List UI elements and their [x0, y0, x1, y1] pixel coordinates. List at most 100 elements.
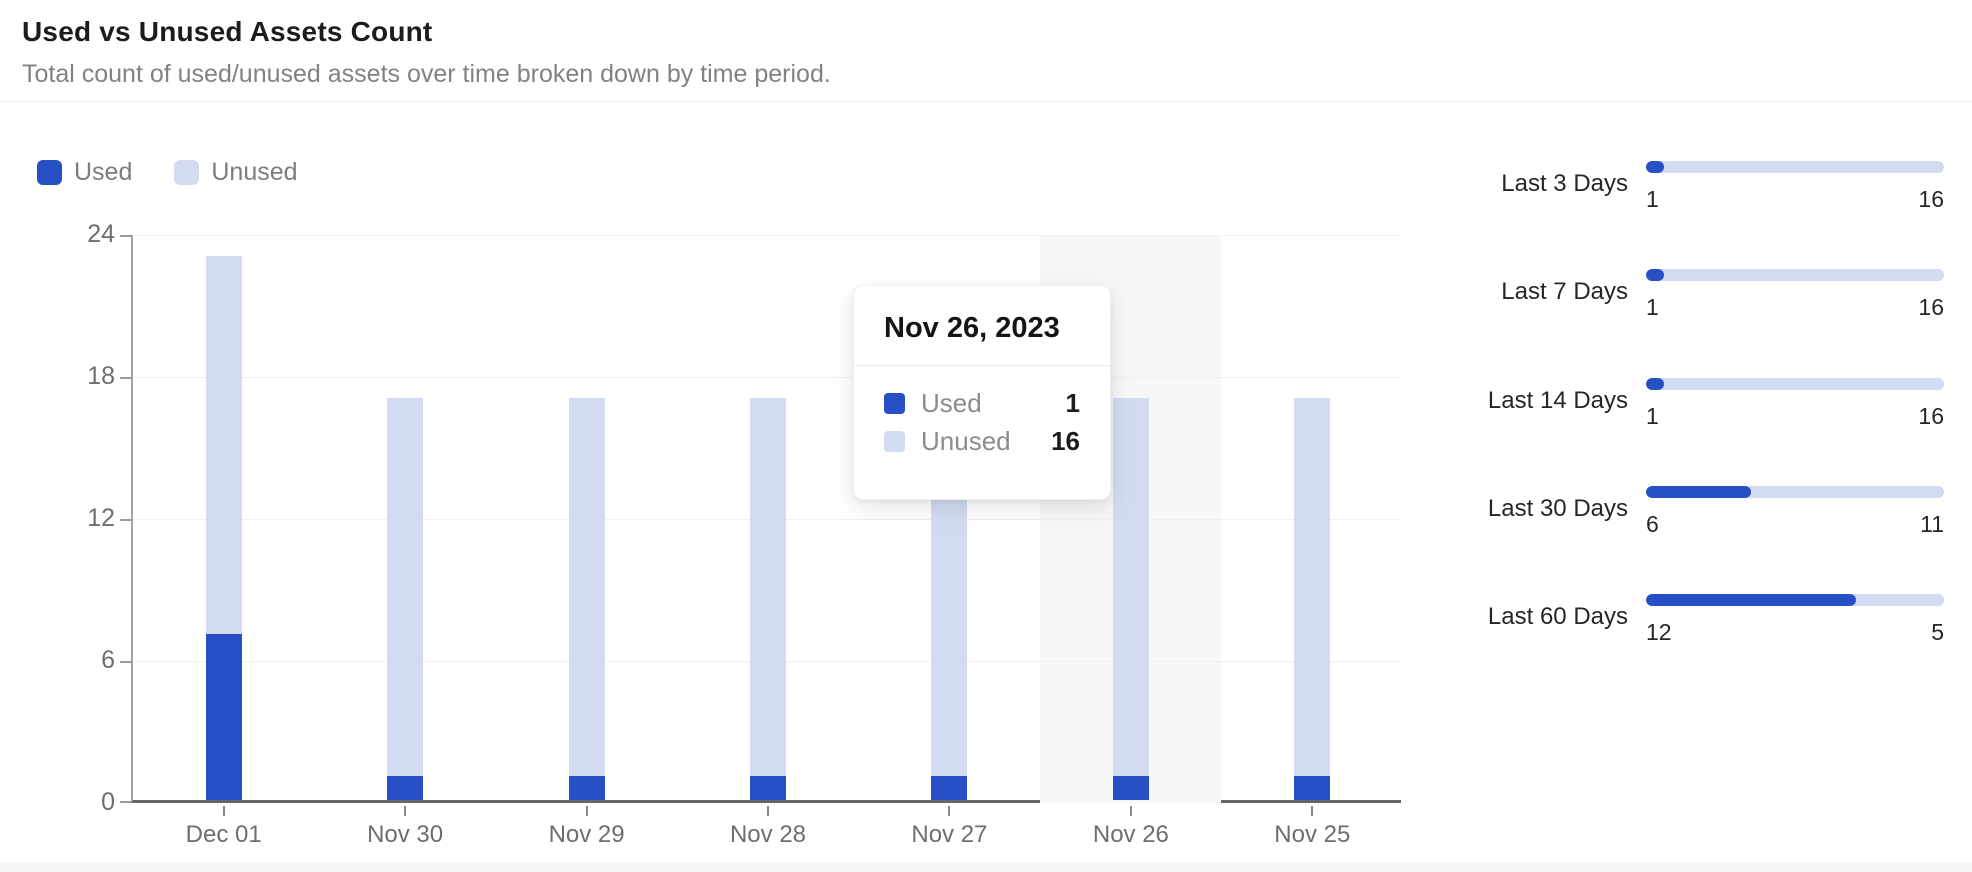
used-bar-segment: [1294, 776, 1331, 800]
used-count: 1: [1646, 402, 1659, 429]
progress-values: 6 11: [1646, 511, 1944, 538]
progress-bar: [1646, 485, 1944, 498]
progress-values: 1 16: [1646, 294, 1944, 321]
bar-group-nov-28[interactable]: [750, 397, 786, 800]
used-bar-segment: [568, 776, 605, 800]
progress-col: 1 16: [1646, 161, 1944, 213]
progress-col: 12 5: [1646, 594, 1944, 646]
x-axis-label: Nov 30: [367, 821, 444, 848]
page-title: Used vs Unused Assets Count: [22, 16, 433, 47]
tooltip-label: Unused: [921, 426, 1011, 456]
bar-group-dec-01[interactable]: [205, 255, 242, 800]
progress-bar: [1646, 377, 1944, 390]
tooltip-row: Used 1: [884, 388, 1080, 419]
used-bar-segment: [931, 776, 968, 800]
time-period-label: Last 30 Days: [1487, 494, 1628, 522]
unused-count: 16: [1918, 402, 1944, 429]
header-divider: [0, 101, 1972, 102]
time-period-row-last-60-days: Last 60 Days 12 5: [1410, 594, 1956, 674]
tooltip-label: Used: [921, 388, 982, 418]
page-subtitle: Total count of used/unused assets over t…: [22, 60, 831, 88]
x-axis-label: Nov 26: [1092, 821, 1169, 848]
legend-swatch-icon: [37, 160, 62, 185]
bar-group-nov-25[interactable]: [1294, 397, 1331, 800]
unused-count: 16: [1918, 186, 1944, 212]
x-axis-tick: [585, 806, 588, 816]
y-axis-tick: [120, 235, 131, 237]
progress-fill: [1646, 594, 1857, 606]
time-period-label: Last 7 Days: [1501, 278, 1628, 306]
unused-count: 5: [1931, 619, 1944, 645]
progress-col: 1 16: [1646, 377, 1944, 430]
y-axis-tick-label: 24: [87, 220, 115, 248]
x-axis-label: Nov 27: [911, 821, 988, 848]
tooltip-body: Used 1 Unused 16: [854, 366, 1110, 457]
x-axis-tick: [404, 806, 407, 816]
time-period-row-last-3-days: Last 3 Days 1 16: [1410, 161, 1956, 241]
time-period-panel: Last 3 Days 1 16 Last 7 Days 1 16 Last 14 Days…: [1410, 0, 1956, 720]
progress-fill: [1646, 485, 1752, 498]
legend-swatch-icon: [174, 160, 200, 185]
progress-col: 6 11: [1646, 485, 1944, 538]
progress-fill: [1646, 269, 1664, 282]
x-axis-tick: [222, 806, 225, 816]
legend-label: Used: [74, 158, 133, 186]
gridline: [133, 376, 1401, 378]
unused-bar-segment: [1294, 397, 1331, 777]
tooltip-divider: [854, 365, 1110, 366]
legend-label: Unused: [211, 158, 298, 186]
legend-item-unused[interactable]: Unused: [174, 158, 298, 187]
unused-bar-segment: [750, 397, 786, 777]
gridline: [133, 234, 1401, 236]
y-axis-tick: [120, 377, 131, 379]
tooltip: Nov 26, 2023 Used 1 Unused 16: [853, 285, 1111, 500]
x-axis-tick: [767, 806, 769, 816]
progress-fill: [1646, 377, 1664, 390]
progress-fill: [1646, 161, 1664, 173]
progress-bar: [1646, 269, 1944, 282]
tooltip-swatch-icon: [884, 431, 905, 452]
x-axis-tick: [1129, 806, 1132, 816]
x-axis-label: Nov 25: [1274, 821, 1351, 848]
x-axis-label: Dec 01: [185, 821, 262, 848]
y-axis-tick-label: 0: [101, 788, 115, 816]
used-count: 12: [1646, 619, 1672, 645]
used-count: 6: [1646, 510, 1659, 537]
used-count: 1: [1646, 186, 1659, 212]
x-axis-tick: [948, 806, 951, 816]
tooltip-value: 16: [1051, 426, 1080, 456]
time-period-row-last-30-days: Last 30 Days 6 11: [1410, 485, 1956, 566]
tooltip-row: Unused 16: [884, 426, 1080, 457]
y-axis-tick: [120, 519, 131, 521]
unused-bar-segment: [568, 397, 605, 777]
legend-item-used[interactable]: Used: [37, 158, 132, 187]
unused-bar-segment: [1112, 397, 1149, 777]
used-bar-segment: [205, 634, 242, 800]
tooltip-swatch-icon: [884, 393, 905, 414]
tooltip-date: Nov 26, 2023: [884, 312, 1060, 344]
progress-bar: [1646, 161, 1944, 173]
y-axis-tick-label: 18: [87, 362, 115, 390]
bottom-divider: [0, 863, 1972, 872]
unused-bar-segment: [387, 397, 424, 777]
progress-col: 1 16: [1646, 269, 1944, 321]
y-axis-tick-label: 6: [101, 646, 115, 674]
unused-bar-segment: [205, 255, 242, 635]
used-bar-segment: [750, 776, 786, 800]
x-axis-label: Nov 29: [548, 821, 625, 848]
unused-count: 16: [1918, 294, 1944, 321]
bar-group-nov-29[interactable]: [568, 397, 605, 800]
y-axis-tick: [120, 661, 131, 663]
used-bar-segment: [1112, 776, 1149, 800]
y-axis-tick-label: 12: [87, 504, 115, 532]
bar-chart: 0 6 12 18 24 Dec 01 Nov 30 Nov 29 Nov 28 Nov 27 No…: [87, 222, 1401, 848]
used-bar-segment: [387, 776, 424, 800]
unused-count: 11: [1920, 510, 1944, 537]
time-period-row-last-7-days: Last 7 Days 1 16: [1410, 269, 1956, 349]
time-period-label: Last 3 Days: [1501, 170, 1628, 197]
bar-group-nov-30[interactable]: [387, 397, 424, 800]
bar-group-nov-26[interactable]: [1112, 397, 1149, 800]
time-period-row-last-14-days: Last 14 Days 1 16: [1410, 377, 1956, 458]
legend: Used Unused: [37, 158, 298, 187]
tooltip-value: 1: [1065, 388, 1080, 418]
